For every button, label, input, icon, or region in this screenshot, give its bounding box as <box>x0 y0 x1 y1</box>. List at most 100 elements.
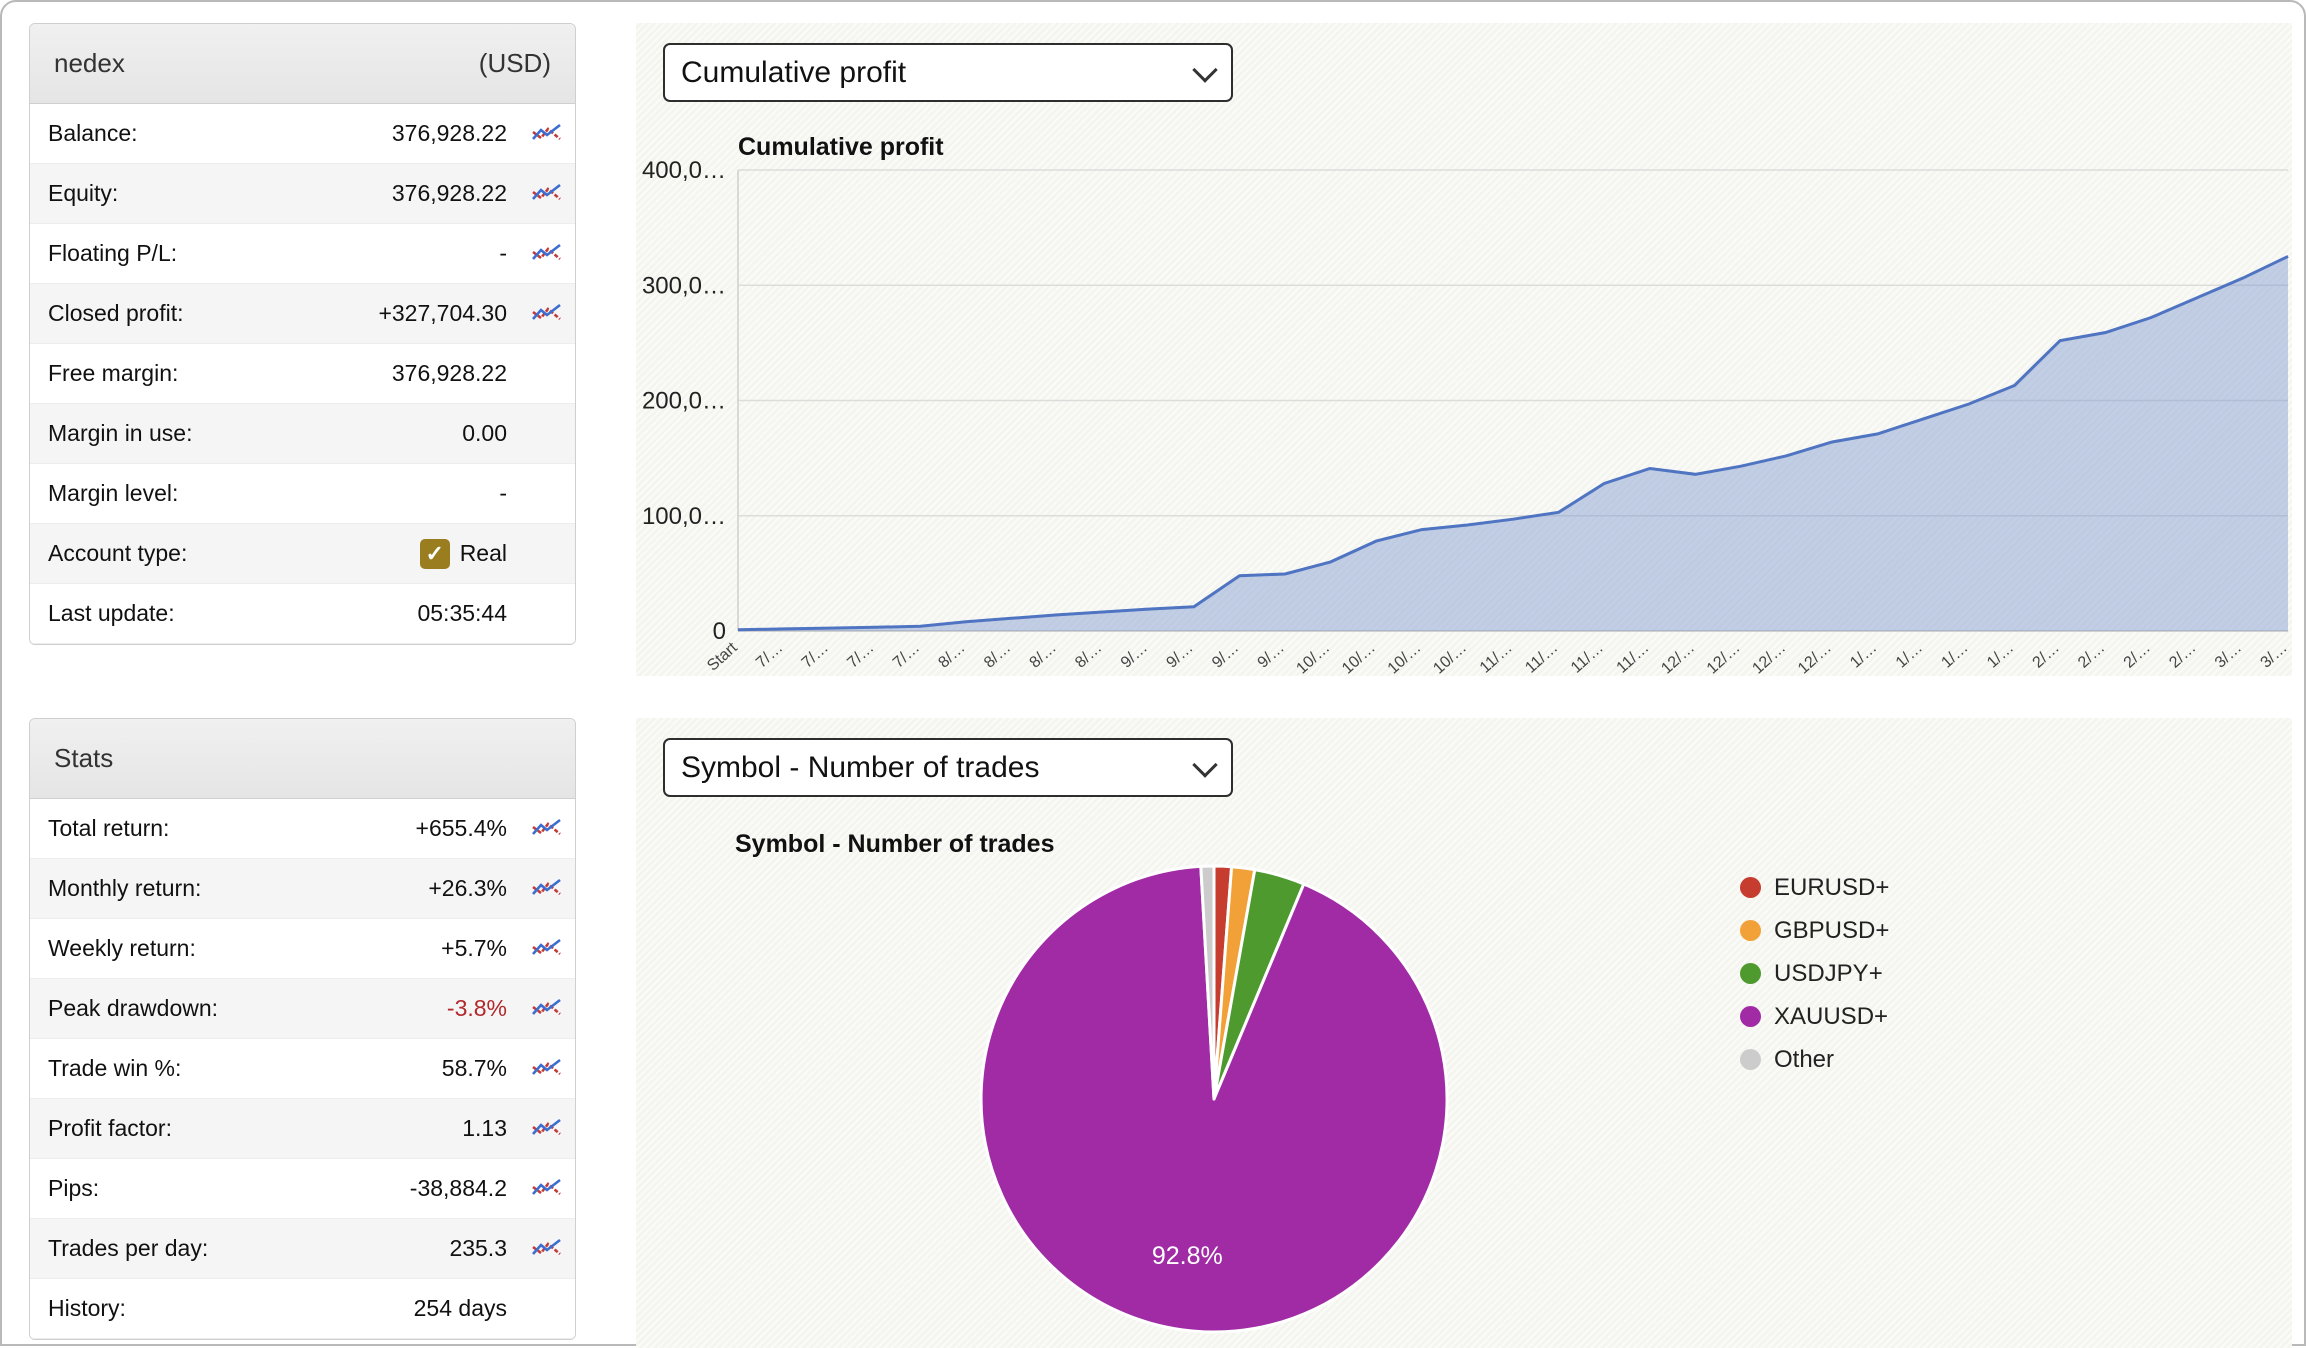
x-axis-tick-label: 12/… <box>1658 639 1698 676</box>
x-axis-tick-label: 9/… <box>1163 639 1196 671</box>
row-label: Account type: <box>48 540 188 566</box>
row-label: Monthly return: <box>48 875 202 901</box>
row-label: Balance: <box>48 120 138 146</box>
row-value: 376,928.22 <box>391 120 507 146</box>
profit-chart-type-select[interactable]: Cumulative profit <box>663 43 1233 102</box>
chart-icon[interactable] <box>531 242 563 266</box>
stats-card-header: Stats <box>30 719 575 799</box>
x-axis-tick-label: 1/… <box>1984 639 2017 671</box>
row-value: -3.8% <box>446 995 507 1021</box>
legend-item: Other <box>1740 1038 1889 1081</box>
row-icon-slot <box>515 877 563 901</box>
line-chart-title: Cumulative profit <box>738 133 944 161</box>
cumulative-profit-chart: 0 100,0… 200,0… 300,0… 400,0… Start 7/… 7/… 7/… 7… <box>642 157 2291 676</box>
x-axis-tick-label: 2/… <box>2030 639 2063 671</box>
row-icon-slot <box>515 817 563 841</box>
row-value: +327,704.30 <box>378 300 507 326</box>
chart-icon[interactable] <box>531 182 563 206</box>
row-icon-slot <box>515 182 563 206</box>
row-value: 376,928.22 <box>391 360 507 386</box>
row-icon-slot <box>515 1117 563 1141</box>
legend-item: GBPUSD+ <box>1740 909 1889 952</box>
row-icon-slot <box>515 242 563 266</box>
chart-icon[interactable] <box>531 1177 563 1201</box>
x-axis-tick-label: 2/… <box>2075 639 2108 671</box>
row-label: Equity: <box>48 180 119 206</box>
row-label: Weekly return: <box>48 935 196 961</box>
account-card-header: nedex (USD) <box>30 24 575 104</box>
x-axis-tick-label: Start <box>704 639 741 675</box>
x-axis-tick-label: 8/… <box>935 639 968 671</box>
stats-row: Peak drawdown: -3.8% <box>30 979 575 1039</box>
symbol-trades-panel: Symbol - Number of trades Symbol - Numbe… <box>636 718 2292 1348</box>
stats-row: Trades per day: 235.3 <box>30 1219 575 1279</box>
y-axis-tick-label: 0 <box>713 618 726 645</box>
chart-icon[interactable] <box>531 122 563 146</box>
x-axis-tick-label: 11/… <box>1614 639 1653 676</box>
account-currency: (USD) <box>478 48 551 78</box>
x-axis-tick-label: 10/… <box>1293 639 1333 676</box>
row-label: Margin level: <box>48 480 179 506</box>
row-label: Peak drawdown: <box>48 995 219 1021</box>
row-value: +5.7% <box>441 935 507 961</box>
chart-icon[interactable] <box>531 1237 563 1261</box>
y-axis-tick-label: 200,0… <box>642 388 726 415</box>
row-icon-slot <box>515 997 563 1021</box>
account-name: nedex <box>54 48 125 78</box>
cumulative-profit-panel: Cumulative profit Cumulative profit 0 100… <box>636 23 2292 676</box>
account-row: Closed profit: +327,704.30 <box>30 284 575 344</box>
account-row: Margin in use: 0.00 <box>30 404 575 464</box>
stats-title: Stats <box>54 743 114 773</box>
legend-label: GBPUSD+ <box>1774 916 1890 944</box>
row-value: 376,928.22 <box>391 180 507 206</box>
chart-icon[interactable] <box>531 937 563 961</box>
row-value: 235.3 <box>449 1235 507 1261</box>
x-axis-tick-label: 1/… <box>1938 639 1971 671</box>
chart-icon[interactable] <box>531 877 563 901</box>
account-card: nedex (USD) Balance: 376,928.22 Equity: 376… <box>29 23 576 645</box>
row-label: Profit factor: <box>48 1115 172 1141</box>
x-axis-tick-label: 3/… <box>2212 639 2245 671</box>
x-axis-tick-label: 10/… <box>1430 639 1470 676</box>
legend-item: XAUUSD+ <box>1740 995 1889 1038</box>
stats-rows: Total return: +655.4% Monthly return: +26.3… <box>30 799 575 1339</box>
chart-icon[interactable] <box>531 1057 563 1081</box>
symbol-chart-type-select[interactable]: Symbol - Number of trades <box>663 738 1233 797</box>
x-axis-tick-label: 10/… <box>1385 639 1425 676</box>
row-value: Real <box>459 540 507 566</box>
chart-icon[interactable] <box>531 1117 563 1141</box>
row-label: Margin in use: <box>48 420 193 446</box>
x-axis-tick-label: 8/… <box>1072 639 1105 671</box>
pie-slice-label: 92.8% <box>1152 1242 1223 1270</box>
account-row: Free margin: 376,928.22 <box>30 344 575 404</box>
x-axis-tick-label: 9/… <box>1209 639 1242 671</box>
chart-icon[interactable] <box>531 817 563 841</box>
row-label: History: <box>48 1295 126 1321</box>
legend-color-dot <box>1740 963 1761 984</box>
pie-chart-title: Symbol - Number of trades <box>735 830 1055 858</box>
stats-row: Weekly return: +5.7% <box>30 919 575 979</box>
x-axis-tick-label: 8/… <box>981 639 1014 671</box>
x-axis-tick-label: 12/… <box>1795 639 1835 676</box>
x-axis-tick-label: 1/… <box>1893 639 1926 671</box>
chart-icon[interactable] <box>531 997 563 1021</box>
legend-item: EURUSD+ <box>1740 866 1889 909</box>
row-icon-slot <box>515 122 563 146</box>
row-label: Floating P/L: <box>48 240 178 266</box>
y-axis-tick-label: 400,0… <box>642 157 726 184</box>
x-axis-tick-label: 3/… <box>2257 639 2290 671</box>
row-label: Free margin: <box>48 360 179 386</box>
account-rows: Balance: 376,928.22 Equity: 376,928.22 Float… <box>30 104 575 644</box>
x-axis-tick-label: 7/… <box>844 639 877 671</box>
chart-icon[interactable] <box>531 302 563 326</box>
row-icon-slot <box>515 1057 563 1081</box>
account-row: Last update: 05:35:44 <box>30 584 575 644</box>
row-icon-slot <box>515 302 563 326</box>
x-axis-tick-label: 7/… <box>753 639 786 671</box>
legend-label: Other <box>1774 1045 1835 1073</box>
y-axis-tick-label: 300,0… <box>642 272 726 299</box>
x-axis-tick-label: 12/… <box>1704 639 1744 676</box>
row-value: 0.00 <box>462 420 507 446</box>
account-row: Margin level: - <box>30 464 575 524</box>
legend-color-dot <box>1740 1006 1761 1027</box>
